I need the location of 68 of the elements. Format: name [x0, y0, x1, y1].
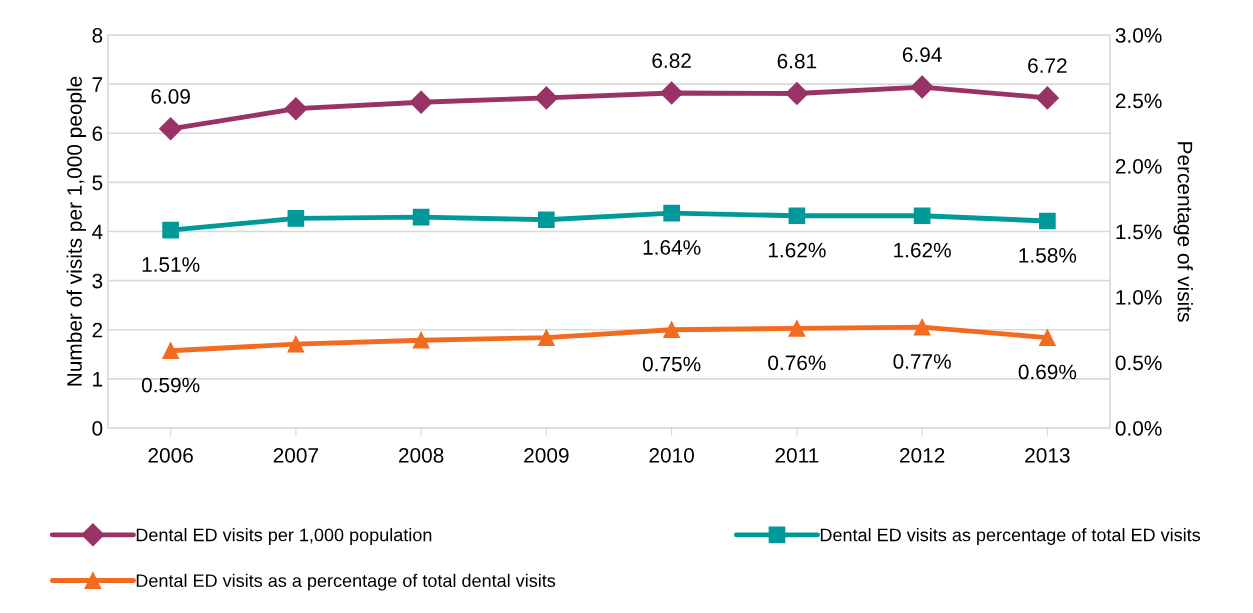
data-label: 1.62%: [894, 242, 951, 258]
data-label: 1.62%: [768, 242, 826, 258]
point: [162, 221, 179, 239]
y-tick-label: 1: [93, 372, 103, 387]
x-tick-label: 2006: [148, 447, 193, 463]
data-label: 1.58%: [1019, 247, 1077, 263]
data-label: 0.59%: [141, 377, 200, 393]
legend-label: Dental ED visits per 1,000 population: [136, 528, 432, 545]
y2-tick-label: 1.5%: [1116, 224, 1162, 240]
y2-tick-label: 0.5%: [1115, 355, 1162, 371]
y2-tick-label: 0.0%: [1115, 421, 1162, 436]
point: [788, 320, 806, 337]
point: [409, 90, 433, 114]
point: [412, 208, 430, 226]
y-tick-label: 7: [92, 77, 103, 92]
x-tick-label: 2008: [399, 447, 444, 463]
x-tick-label: 2009: [524, 447, 569, 463]
point: [287, 335, 305, 353]
point: [660, 81, 684, 105]
point: [913, 318, 931, 336]
legend-label: Dental ED visits as a percentage of total dental visits: [136, 573, 556, 591]
point: [287, 210, 305, 227]
point: [538, 211, 555, 229]
point: [159, 117, 183, 141]
point: [1039, 212, 1056, 230]
x-tick-label: 2012: [900, 447, 945, 463]
y-tick-label: 8: [92, 28, 103, 43]
y-tick-label: 3: [92, 273, 103, 289]
point: [913, 207, 931, 225]
y-tick-label: 4: [92, 224, 103, 240]
point: [534, 86, 558, 110]
y2-axis-title: Percentage of visits: [1173, 142, 1193, 322]
x-tick-label: 2007: [273, 447, 318, 463]
point: [284, 97, 308, 121]
y2-tick-label: 1.0%: [1116, 290, 1162, 305]
point: [788, 207, 806, 225]
y-tick-label: 5: [92, 175, 103, 191]
data-label: 1.51%: [142, 257, 200, 272]
x-tick-label: 2011: [775, 447, 819, 463]
data-label: 6.94: [902, 47, 942, 63]
point: [785, 81, 809, 105]
data-label: 6.81: [777, 53, 817, 69]
point: [1039, 329, 1056, 346]
data-label: 0.75%: [642, 356, 701, 372]
point: [162, 342, 179, 360]
y2-tick-label: 3.0%: [1115, 28, 1162, 43]
y-tick-label: 6: [92, 126, 103, 141]
data-label: 6.09: [151, 89, 190, 104]
data-label: 0.76%: [768, 355, 826, 371]
data-label: 0.77%: [893, 354, 951, 369]
point: [663, 321, 680, 339]
point: [910, 75, 934, 99]
y2-tick-label: 2.0%: [1115, 159, 1162, 174]
point: [538, 329, 555, 346]
data-label: 6.72: [1028, 58, 1067, 73]
legend-label: Dental ED visits as percentage of total ED visits: [820, 528, 1201, 545]
x-tick-label: 2013: [1025, 447, 1070, 463]
y-tick-label: 2: [92, 322, 103, 338]
data-label: 1.64%: [643, 240, 701, 255]
x-tick-label: 2010: [649, 447, 694, 463]
point: [1035, 86, 1059, 110]
data-label: 0.69%: [1018, 364, 1077, 380]
y-axis-title: Number of visits per 1,000 people: [66, 76, 86, 386]
data-label: 6.82: [652, 53, 691, 68]
y-tick-label: 0: [92, 421, 103, 436]
point: [412, 331, 430, 349]
point: [663, 204, 680, 222]
y2-tick-label: 2.5%: [1115, 93, 1162, 109]
